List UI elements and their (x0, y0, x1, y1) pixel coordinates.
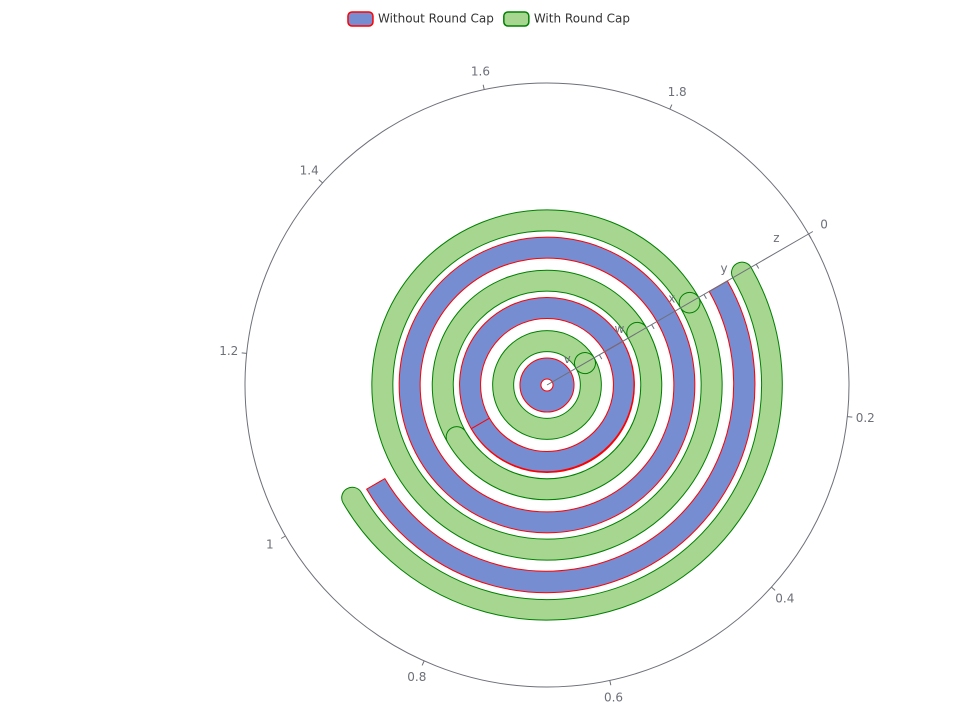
radius-tick-label: v (564, 352, 571, 366)
angle-tick-label: 0.4 (775, 592, 794, 606)
radius-tick (651, 324, 655, 330)
bar (492, 330, 602, 440)
angle-tick (609, 680, 612, 686)
angle-tick-label: 0.8 (407, 670, 426, 684)
radius-tick (755, 263, 760, 269)
legend-icon (347, 11, 374, 27)
radius-tick (598, 354, 603, 360)
angle-tick-label: 1.6 (471, 64, 490, 78)
angle-tick-label: 1 (266, 538, 274, 552)
bar (431, 269, 663, 501)
angle-tick (241, 352, 247, 354)
bar (519, 357, 575, 413)
angle-tick-label: 1.4 (300, 163, 319, 177)
angle-tick (421, 660, 425, 666)
angle-tick-label: 1.2 (219, 344, 238, 358)
bar (365, 280, 756, 594)
angle-tick (669, 104, 673, 110)
bars (341, 209, 783, 621)
radius-tick-label: y (721, 261, 728, 275)
angle-tick (318, 179, 323, 184)
radius-tick (703, 294, 707, 299)
legend-item: Without Round Cap (347, 11, 494, 27)
bar (398, 236, 696, 534)
legend: Without Round Cap With Round Cap (347, 11, 630, 27)
angle-tick-label: 0 (820, 218, 828, 232)
bar (341, 261, 783, 621)
radius-tick-label: x (668, 292, 675, 306)
angle-tick (808, 231, 814, 235)
radius-axis-line (546, 233, 809, 386)
radius-tick (808, 233, 812, 239)
angle-tick (280, 535, 286, 539)
legend-icon (503, 11, 530, 27)
radius-tick-label: z (773, 231, 779, 245)
angle-axis-line (244, 82, 850, 688)
angle-tick-label: 0.2 (856, 411, 875, 425)
legend-item: With Round Cap (503, 11, 630, 27)
angle-tick-label: 1.8 (668, 85, 687, 99)
bar (459, 297, 635, 473)
angle-tick (847, 416, 853, 418)
angle-tick-label: 0.6 (604, 691, 623, 705)
angle-tick (482, 84, 485, 90)
legend-text: Without Round Cap (378, 12, 494, 26)
legend-text: With Round Cap (534, 12, 630, 26)
angle-tick (771, 586, 776, 591)
radius-tick-label: w (615, 322, 625, 336)
